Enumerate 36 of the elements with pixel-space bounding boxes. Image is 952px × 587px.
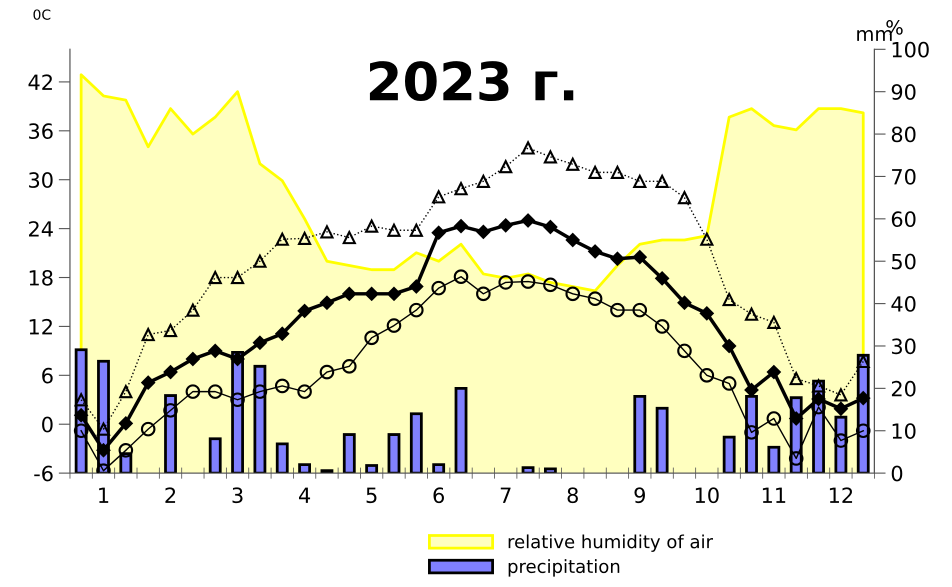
y2-tick-label: 70 [892,168,916,185]
y-tick-label: 24 [29,221,53,237]
y2-tick-label: 20 [892,380,916,397]
y2-tick-label: 60 [892,211,916,228]
y-tick-label: 18 [30,270,53,286]
y-axis-title: 0C [33,9,50,20]
x-tick-label: 9 [634,487,645,504]
y-tick-label: 12 [30,318,52,334]
y-tick-label: -6 [34,466,53,482]
y2-tick-label: 10 [892,423,916,439]
y-tick-label: 0 [42,416,53,432]
x-tick-label: 8 [568,487,578,504]
x-tick-label: 4 [298,488,310,503]
y2-tick-label: 40 [891,296,916,312]
x-tick-label: 11 [762,488,786,503]
y2-tick-label: 0 [892,466,902,482]
x-tick-label: 5 [366,488,376,504]
y2-tick-label: 80 [892,126,916,142]
y-tick-label: 36 [29,123,53,140]
y-tick-label: 42 [28,74,52,90]
y-tick-label: 6 [42,368,53,384]
y2-tick-label: 100 [892,42,929,58]
x-tick-label: 10 [696,487,719,504]
x-tick-label: 2 [165,487,176,503]
chart-title: 2023 г. [370,61,574,102]
x-tick-label: 12 [830,487,852,503]
y2-tick-label: 50 [892,254,916,270]
x-tick-label: 1 [99,488,108,503]
x-tick-label: 6 [434,487,444,504]
legend-label: relative humidity of air [508,534,713,552]
y2-tick-label: 90 [892,84,916,100]
legend-label: precipitation [508,559,620,577]
y2-tick-label: 30 [892,338,916,354]
x-tick-label: 3 [232,487,243,504]
x-tick-label: 7 [500,488,511,503]
y-tick-label: 30 [29,172,53,188]
